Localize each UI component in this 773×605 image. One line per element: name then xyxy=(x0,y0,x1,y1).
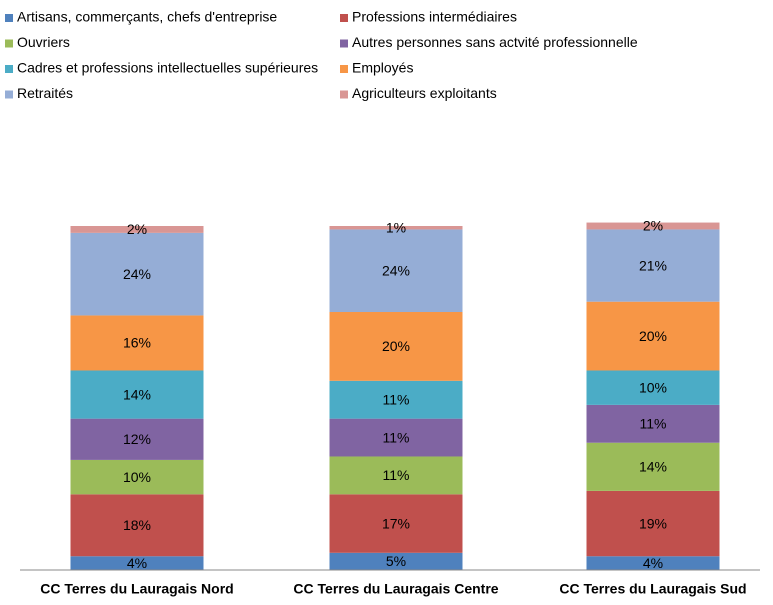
legend-label: Autres personnes sans actvité profession… xyxy=(352,34,638,50)
data-label: 11% xyxy=(383,391,410,407)
bar-segment xyxy=(70,315,204,371)
bar-segment xyxy=(70,494,204,557)
data-label: 24% xyxy=(123,266,151,282)
bar-segment xyxy=(70,226,204,233)
bar-segment xyxy=(329,380,463,419)
data-label: 2% xyxy=(643,218,663,234)
legend-label: Retraités xyxy=(17,85,73,101)
legend-swatch xyxy=(340,14,348,22)
bar-segment xyxy=(70,459,204,495)
bar-segment xyxy=(70,556,204,570)
bar-segment xyxy=(329,552,463,570)
legend-label: Cadres et professions intellectuelles su… xyxy=(17,60,318,76)
bar-segment xyxy=(329,312,463,381)
legend-swatch xyxy=(340,90,348,99)
legend-label: Ouvriers xyxy=(17,34,70,50)
x-tick-label: CC Terres du Lauragais Sud xyxy=(559,581,746,597)
data-label: 12% xyxy=(123,431,151,447)
bar-segment xyxy=(329,226,463,230)
legend-swatch xyxy=(5,90,13,99)
legend-swatch xyxy=(5,65,13,73)
data-label: 16% xyxy=(123,335,151,351)
data-label: 10% xyxy=(639,379,667,395)
data-label: 4% xyxy=(127,555,147,571)
data-label: 5% xyxy=(386,553,406,569)
bar-segment xyxy=(586,370,720,405)
x-tick-label: CC Terres du Lauragais Centre xyxy=(293,581,498,597)
data-label: 19% xyxy=(639,515,667,531)
data-label: 20% xyxy=(639,328,667,344)
data-label: 10% xyxy=(123,469,151,485)
data-label: 24% xyxy=(382,262,410,278)
data-label: 20% xyxy=(382,338,410,354)
legend-swatch xyxy=(5,14,13,22)
bar-segment xyxy=(586,222,720,230)
data-label: 1% xyxy=(386,219,406,235)
data-label: 11% xyxy=(383,467,410,483)
bar-segment xyxy=(70,418,204,460)
bar-segment xyxy=(586,229,720,302)
legend-label: Professions intermédiaires xyxy=(352,9,517,25)
bar-segment xyxy=(329,456,463,495)
data-label: 14% xyxy=(639,459,667,475)
data-label: 2% xyxy=(127,221,147,237)
data-label: 21% xyxy=(639,257,667,273)
bar-segment xyxy=(586,490,720,557)
legend-label: Artisans, commerçants, chefs d'entrepris… xyxy=(17,9,277,25)
legend-label: Employés xyxy=(352,60,413,76)
bar-segment xyxy=(586,404,720,443)
data-label: 18% xyxy=(123,517,151,533)
legend-swatch xyxy=(340,39,348,48)
x-tick-label: CC Terres du Lauragais Nord xyxy=(40,581,233,597)
legend-label: Agriculteurs exploitants xyxy=(352,85,497,101)
bar-segment xyxy=(586,301,720,371)
legend-swatch xyxy=(340,65,348,73)
data-label: 11% xyxy=(640,416,667,432)
data-label: 11% xyxy=(383,429,410,445)
data-label: 14% xyxy=(123,386,151,402)
bar-segment xyxy=(329,494,463,553)
data-label: 4% xyxy=(643,555,663,571)
bar-segment xyxy=(329,418,463,457)
bar-segment xyxy=(586,556,720,570)
legend-swatch xyxy=(5,39,13,48)
bar-segment xyxy=(329,229,463,312)
data-label: 17% xyxy=(382,515,410,531)
bar-segment xyxy=(586,442,720,491)
bar-segment xyxy=(70,232,204,316)
bar-segment xyxy=(70,370,204,419)
